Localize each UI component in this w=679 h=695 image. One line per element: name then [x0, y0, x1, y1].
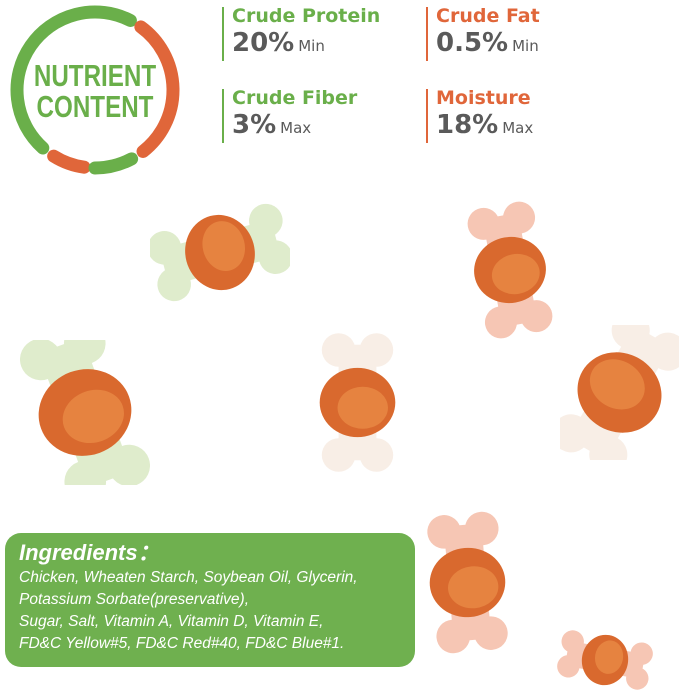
nutrient-ring — [10, 5, 180, 175]
divider — [426, 89, 428, 143]
chicken-wrapped-bone-treat — [560, 325, 679, 460]
nutrient-crude-fat: Crude Fat 0.5% Min — [426, 5, 540, 62]
ingredients-line: Sugar, Salt, Vitamin A, Vitamin D, Vitam… — [19, 613, 324, 630]
nutrient-label: Crude Fiber — [232, 87, 358, 109]
nutrient-label: Moisture — [436, 87, 531, 109]
divider — [222, 7, 224, 61]
nutrient-value: 3% — [232, 110, 277, 140]
nutrient-value: 0.5% — [436, 28, 509, 58]
nutrient-qualifier: Max — [502, 119, 534, 137]
ring-arc — [47, 149, 91, 174]
badge-line-1: NUTRIENT — [33, 58, 157, 93]
chicken-wrapped-bone-treat — [427, 511, 508, 654]
chicken-wrapped-bone-treat — [150, 203, 290, 302]
ingredients-panel: Ingredients： Chicken, Wheaten Starch, So… — [5, 533, 415, 667]
chicken-wrapped-bone-treat — [557, 630, 653, 690]
nutrient-moisture: Moisture 18% Max — [426, 87, 533, 144]
nutrient-value: 20% — [232, 28, 295, 58]
nutrient-qualifier: Min — [298, 37, 325, 55]
chicken-wrapped-bone-treat — [20, 340, 150, 485]
ingredients-line: Potassium Sorbate(preservative), — [19, 591, 250, 608]
nutrient-qualifier: Min — [512, 37, 539, 55]
ingredients-line: Chicken, Wheaten Starch, Soybean Oil, Gl… — [19, 569, 358, 586]
nutrient-label: Crude Fat — [436, 5, 540, 27]
ingredients-title: Ingredients： — [19, 540, 160, 565]
nutrient-label: Crude Protein — [232, 5, 381, 27]
divider — [222, 89, 224, 143]
chicken-wrapped-bone-treat — [467, 201, 553, 339]
nutrient-crude-fiber: Crude Fiber 3% Max — [222, 87, 357, 144]
nutrient-content-badge: NUTRIENT CONTENT — [33, 60, 158, 122]
chicken-wrapped-bone-treat — [319, 333, 396, 472]
nutrient-crude-protein: Crude Protein 20% Min — [222, 5, 380, 62]
ring-arc — [88, 152, 139, 175]
divider — [426, 7, 428, 61]
ingredients-line: FD&C Yellow#5, FD&C Red#40, FD&C Blue#1. — [19, 635, 345, 652]
ring-arc — [134, 20, 180, 158]
ring-arc — [10, 5, 137, 155]
nutrient-value: 18% — [436, 110, 499, 140]
badge-line-2: CONTENT — [36, 89, 154, 124]
nutrient-qualifier: Max — [280, 119, 312, 137]
